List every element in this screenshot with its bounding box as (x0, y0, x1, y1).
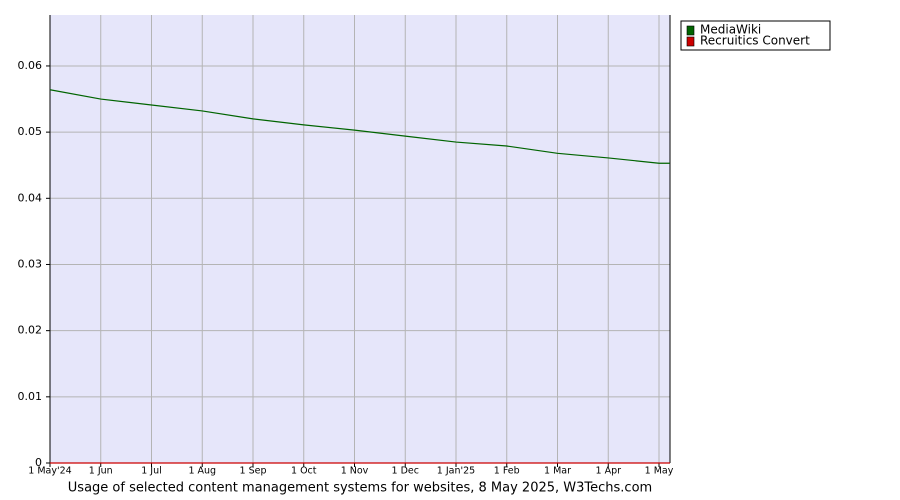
x-tick-label: 1 Jul (141, 466, 162, 477)
x-tick-label: 1 Mar (544, 466, 571, 477)
plot-area (50, 15, 670, 463)
series-line (49, 89, 670, 164)
y-tick-label: 0.01 (18, 390, 43, 403)
y-tick-label: 0.05 (18, 125, 43, 138)
x-tick-label: 1 Dec (392, 466, 419, 477)
x-tick-label: 1 Jun (89, 466, 113, 477)
x-tick-label: 1 Oct (291, 466, 317, 477)
y-tick-label: 0.06 (18, 59, 43, 72)
x-tick-label: 1 Aug (188, 466, 216, 477)
legend-label: Recruitics Convert (700, 34, 810, 48)
legend-box (680, 20, 831, 51)
x-tick-label: 1 May'24 (28, 466, 71, 477)
x-tick-label: 1 Feb (494, 466, 520, 477)
legend-swatch (686, 25, 695, 36)
x-tick-label: 1 Apr (596, 466, 622, 477)
chart-caption: Usage of selected content management sys… (68, 481, 652, 496)
legend-label: MediaWiki (700, 23, 761, 37)
x-tick-label: 1 Nov (341, 466, 369, 477)
x-tick-label: 1 May (645, 466, 674, 477)
x-tick-label: 1 Jan'25 (437, 466, 475, 477)
y-tick-label: 0 (35, 456, 42, 469)
y-tick-label: 0.04 (18, 191, 43, 204)
legend-swatch (686, 36, 695, 47)
y-tick-label: 0.02 (18, 324, 43, 337)
x-tick-label: 1 Sep (240, 466, 267, 477)
y-tick-label: 0.03 (18, 257, 43, 270)
